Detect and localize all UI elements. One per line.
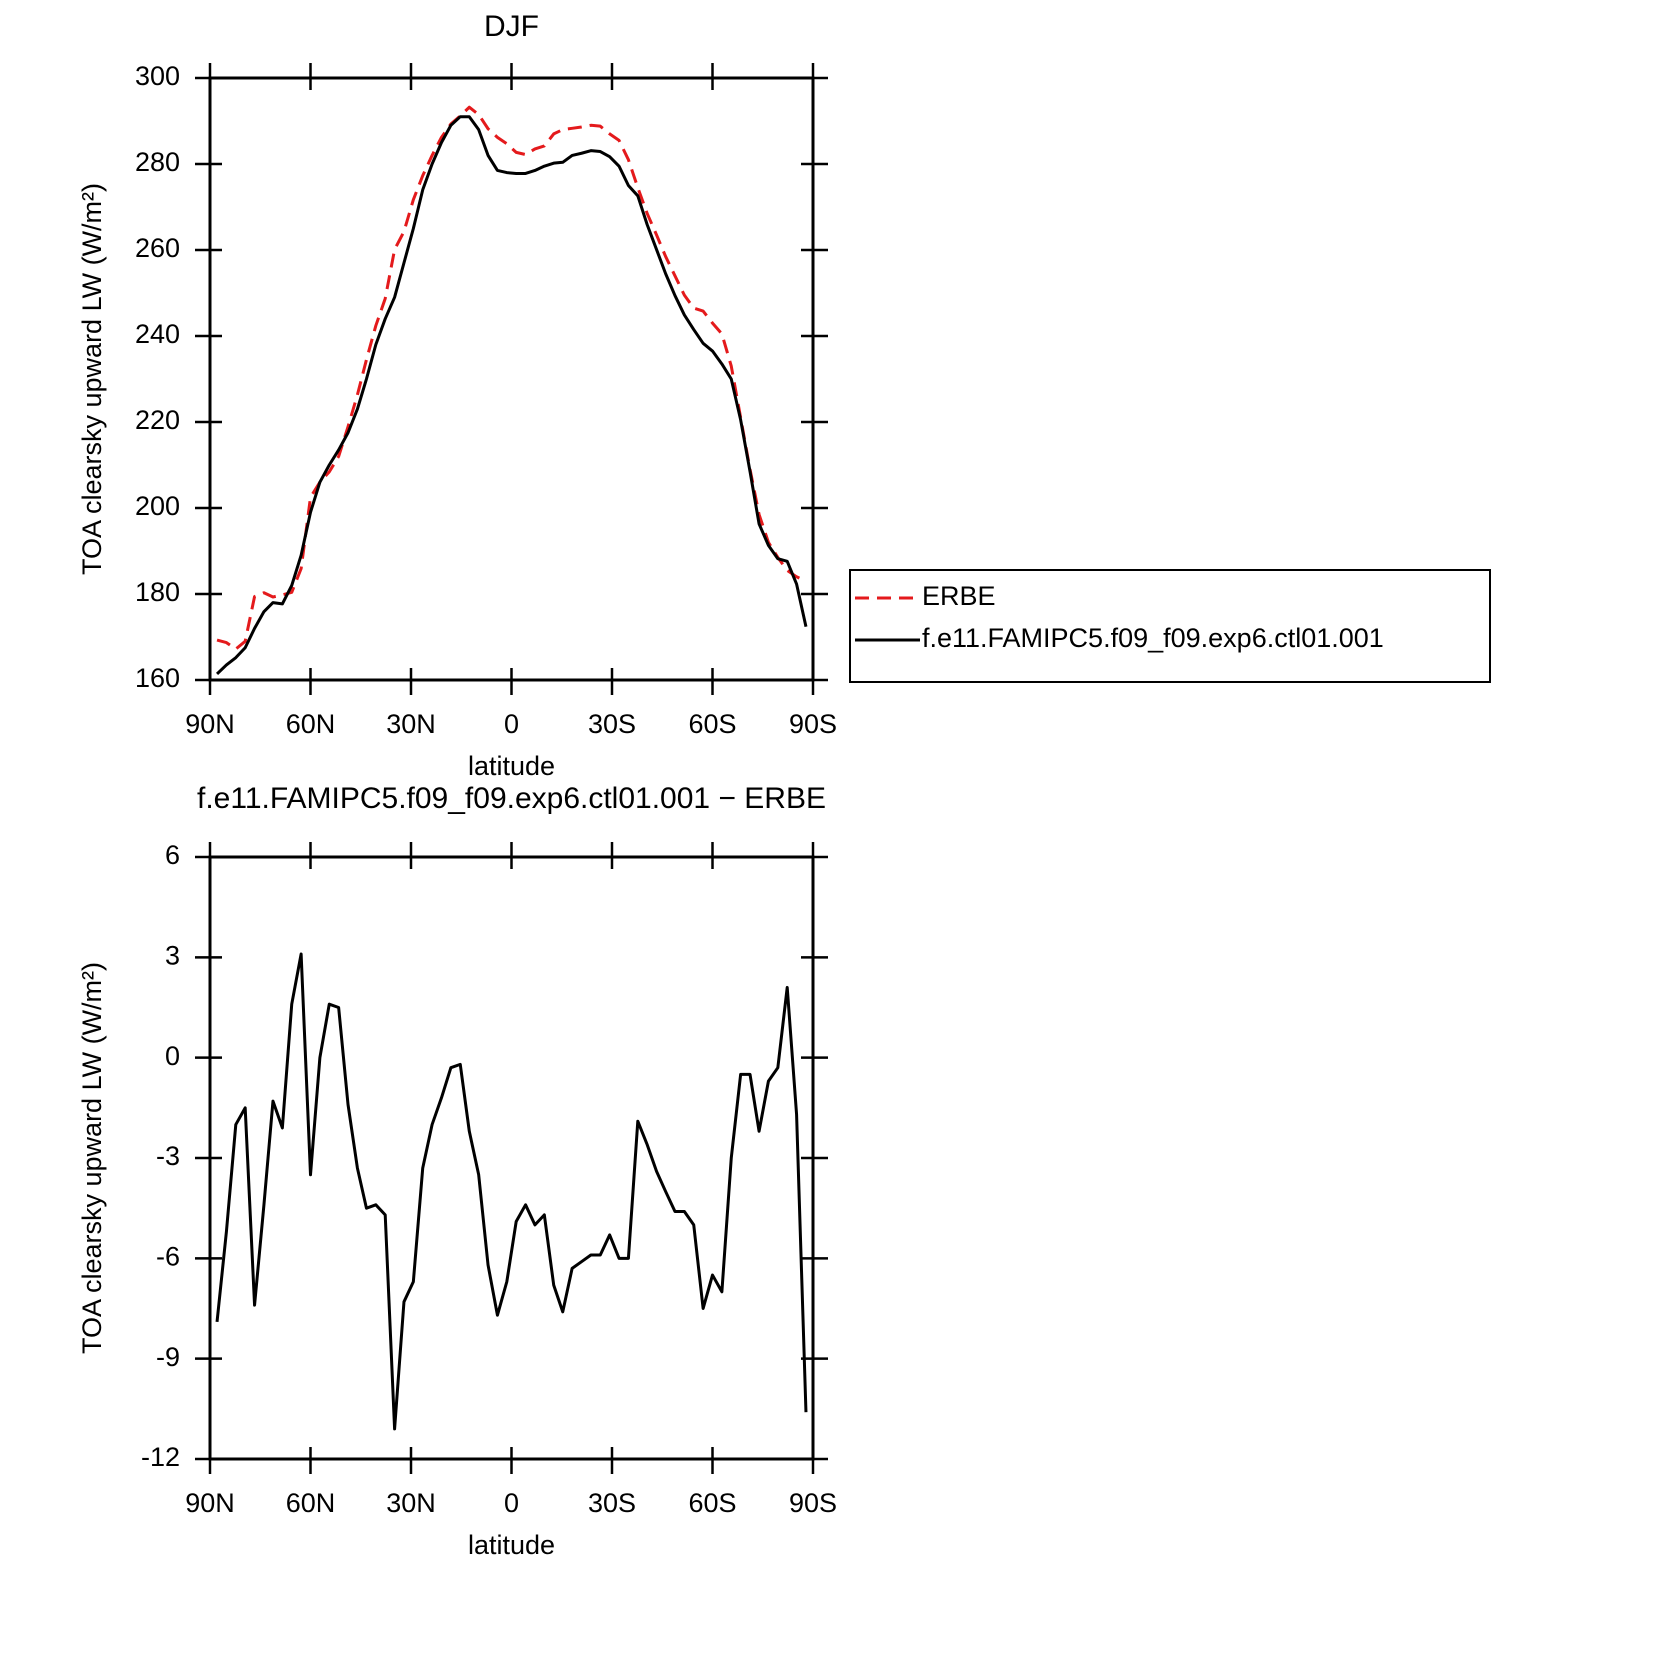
x-axis-label: latitude	[468, 1530, 555, 1560]
x-tick-label: 30N	[386, 709, 436, 739]
x-tick-label: 30N	[386, 1488, 436, 1518]
y-axis-label: TOA clearsky upward LW (W/m²)	[77, 962, 107, 1354]
x-tick-label: 0	[504, 709, 519, 739]
data-line	[215, 952, 808, 1431]
y-tick-label: 160	[135, 663, 180, 693]
x-axis-label: latitude	[468, 751, 555, 781]
y-tick-label: -6	[156, 1241, 180, 1271]
chart-title: f.e11.FAMIPC5.f09_f09.exp6.ctl01.001 − E…	[197, 782, 826, 815]
data-line	[216, 105, 807, 651]
y-tick-label: 280	[135, 147, 180, 177]
x-tick-label: 30S	[588, 1488, 636, 1518]
plot-frame	[208, 855, 815, 1461]
y-tick-label: 260	[135, 233, 180, 263]
x-tick-label: 60N	[286, 1488, 336, 1518]
legend-label: f.e11.FAMIPC5.f09_f09.exp6.ctl01.001	[922, 623, 1384, 653]
x-tick-label: 0	[504, 1488, 519, 1518]
y-axis-label: TOA clearsky upward LW (W/m²)	[77, 183, 107, 575]
x-tick-label: 30S	[588, 709, 636, 739]
x-tick-label: 90N	[185, 709, 235, 739]
x-tick-label: 60S	[688, 1488, 736, 1518]
y-tick-label: -12	[141, 1442, 180, 1472]
x-tick-label: 90N	[185, 1488, 235, 1518]
y-tick-label: 200	[135, 491, 180, 521]
y-tick-label: -9	[156, 1342, 180, 1372]
x-tick-label: 90S	[789, 709, 837, 739]
y-tick-label: 6	[165, 840, 180, 870]
legend-label: ERBE	[922, 581, 996, 611]
legend-box	[849, 569, 1491, 683]
y-tick-label: 220	[135, 405, 180, 435]
data-line	[215, 115, 808, 676]
plot-frame	[208, 76, 815, 682]
y-tick-label: 3	[165, 940, 180, 970]
chart-title: DJF	[484, 10, 539, 43]
y-tick-label: 0	[165, 1041, 180, 1071]
y-tick-label: 180	[135, 577, 180, 607]
y-tick-label: 300	[135, 61, 180, 91]
y-tick-label: -3	[156, 1141, 180, 1171]
y-tick-label: 240	[135, 319, 180, 349]
x-tick-label: 90S	[789, 1488, 837, 1518]
x-tick-label: 60N	[286, 709, 336, 739]
x-tick-label: 60S	[688, 709, 736, 739]
